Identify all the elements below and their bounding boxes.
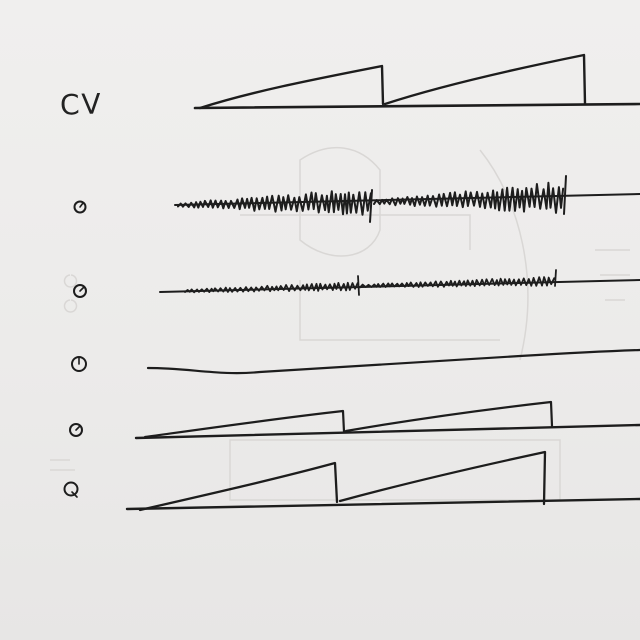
cv-ramp-wave <box>193 53 640 110</box>
knob-icon <box>73 200 87 214</box>
knob-icon <box>69 423 83 437</box>
ghost-marks <box>50 146 630 501</box>
knob-icon <box>73 284 87 298</box>
row-noise-loud <box>73 175 640 223</box>
row-ramp-large <box>63 450 640 512</box>
knob-icon <box>71 356 87 372</box>
row-ramp-small <box>69 400 640 440</box>
row-noise-quiet <box>73 269 640 298</box>
knob-icon <box>63 481 79 497</box>
row-slow-line <box>71 348 640 375</box>
